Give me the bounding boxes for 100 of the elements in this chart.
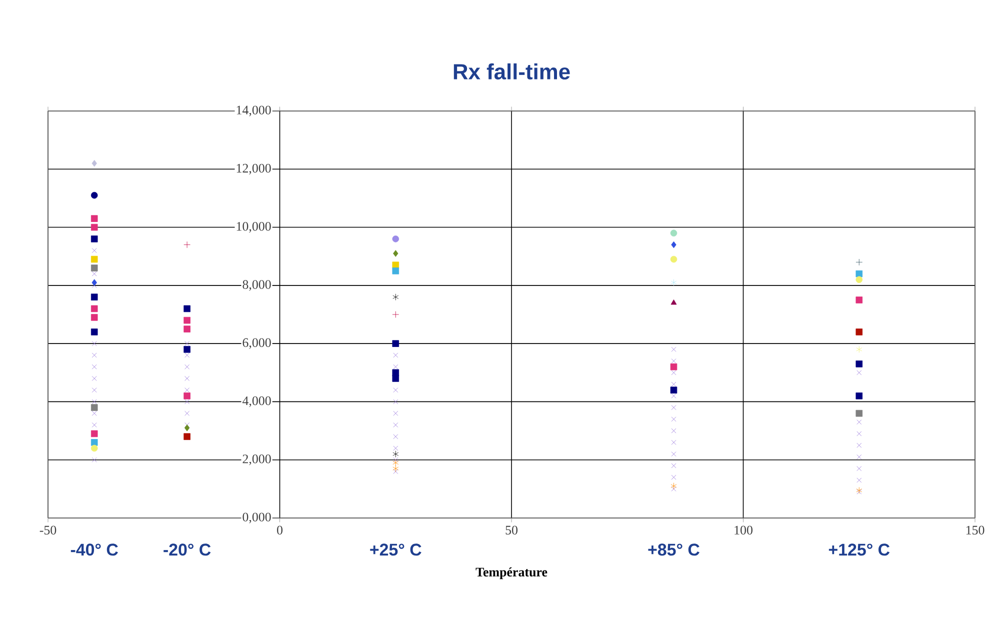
point (671, 452, 676, 456)
point (392, 369, 400, 376)
point (90, 294, 98, 300)
point (92, 364, 97, 370)
point (856, 392, 863, 400)
point (856, 466, 862, 472)
point (92, 248, 97, 253)
point (856, 328, 863, 336)
point (670, 386, 678, 394)
y-tick-label: 8,000 (242, 280, 271, 291)
point (856, 270, 863, 278)
x-tick-label: 0 (277, 526, 282, 535)
point (670, 279, 677, 286)
x2-tick-label: -40° C (70, 544, 118, 556)
point (184, 410, 190, 416)
point (670, 299, 677, 305)
point (856, 478, 862, 483)
point (92, 457, 97, 462)
x-axis-title: Température (476, 567, 548, 580)
point (856, 454, 862, 460)
point (184, 399, 190, 404)
point (392, 311, 400, 318)
point (856, 346, 862, 353)
point (671, 393, 676, 398)
point (184, 422, 190, 428)
point (670, 230, 678, 236)
y-tick-label: 14,000 (236, 106, 271, 116)
point (92, 271, 97, 276)
point (184, 316, 190, 324)
point (392, 268, 400, 274)
chart-title: Rx fall-time (454, 63, 570, 80)
point (184, 388, 190, 393)
point (671, 241, 676, 248)
point (393, 410, 398, 416)
x-tick-label: 50 (506, 526, 518, 535)
point (90, 305, 98, 312)
point (392, 294, 399, 300)
point (184, 364, 190, 370)
point (90, 256, 98, 263)
point (92, 422, 97, 428)
point (184, 424, 190, 432)
y-tick-label: 6,000 (242, 338, 271, 349)
point (92, 388, 97, 393)
point (90, 314, 98, 321)
point (671, 346, 676, 352)
point (670, 363, 678, 370)
point (393, 352, 398, 358)
point (90, 236, 98, 242)
point (671, 382, 676, 387)
point (92, 279, 97, 286)
x-tick-label: 150 (966, 526, 984, 535)
point (90, 444, 98, 452)
x-tick-label: -50 (40, 526, 56, 535)
x2-tick-label: +85° C (648, 544, 700, 556)
point (393, 434, 398, 440)
point (671, 370, 676, 376)
point (671, 474, 676, 480)
point (90, 215, 98, 222)
point (92, 399, 97, 404)
point (856, 442, 862, 448)
point (184, 352, 190, 358)
point (671, 405, 676, 410)
point (671, 486, 676, 492)
point (90, 430, 98, 438)
point (393, 422, 398, 428)
point (90, 224, 98, 231)
point (393, 388, 398, 393)
point (90, 264, 98, 272)
point (393, 457, 398, 462)
point (184, 341, 190, 346)
point (856, 360, 863, 368)
point (671, 416, 676, 422)
y-tick-label: 4,000 (242, 396, 271, 408)
point (90, 328, 98, 336)
point (392, 375, 400, 382)
y-tick-label: 12,000 (236, 164, 271, 174)
point (184, 241, 190, 248)
point (856, 276, 863, 283)
point (671, 440, 676, 445)
point (393, 399, 398, 404)
point (671, 463, 676, 468)
point (184, 433, 190, 440)
x-tick-label: 100 (734, 526, 752, 535)
point (856, 431, 862, 436)
point (856, 370, 862, 376)
point (670, 482, 677, 490)
point (856, 258, 863, 266)
point (670, 256, 678, 263)
point (856, 486, 862, 494)
x2-tick-label: +125° C (828, 544, 890, 556)
point (392, 459, 399, 466)
point (856, 296, 863, 304)
point (184, 392, 190, 400)
point (392, 465, 399, 472)
point (92, 376, 97, 381)
point (92, 410, 97, 416)
point (92, 160, 97, 167)
x2-tick-label: -20° C (164, 544, 211, 556)
point (393, 364, 398, 370)
point (90, 192, 98, 199)
